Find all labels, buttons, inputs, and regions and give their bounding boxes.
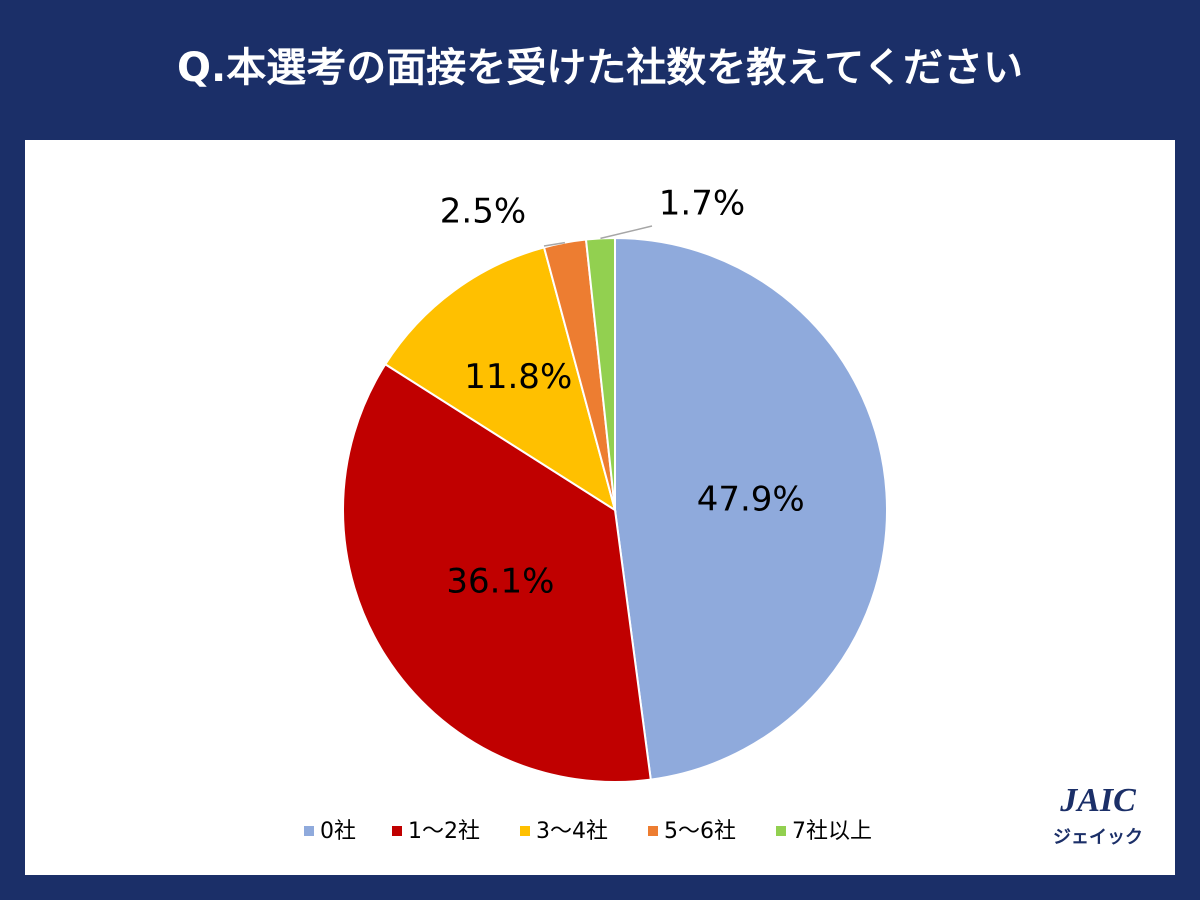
leader-line bbox=[543, 241, 565, 247]
logo-text: JAIC bbox=[1059, 782, 1136, 819]
data-label: 1.7% bbox=[659, 184, 745, 224]
logo-subtext: ジェイック bbox=[1053, 827, 1143, 848]
legend-label: 7社以上 bbox=[792, 819, 872, 844]
pie-slice bbox=[614, 236, 888, 781]
pie-slice bbox=[342, 362, 652, 783]
legend-label: 0社 bbox=[320, 819, 356, 844]
chart-title: Q.本選考の面接を受けた社数を教えてください bbox=[177, 45, 1023, 91]
data-label: 47.9% bbox=[697, 480, 805, 520]
legend-marker bbox=[304, 826, 314, 836]
legend-marker bbox=[776, 826, 786, 836]
legend-marker bbox=[648, 826, 658, 836]
data-label: 11.8% bbox=[464, 357, 572, 397]
legend-marker bbox=[392, 826, 402, 836]
data-label: 36.1% bbox=[446, 562, 554, 602]
data-label: 2.5% bbox=[440, 192, 526, 232]
legend-marker bbox=[520, 826, 530, 836]
legend-label: 3～4社 bbox=[536, 819, 608, 844]
legend-label: 5～6社 bbox=[664, 819, 736, 844]
leader-line bbox=[600, 225, 653, 240]
legend-label: 1～2社 bbox=[408, 819, 480, 844]
pie-slice bbox=[383, 246, 617, 513]
